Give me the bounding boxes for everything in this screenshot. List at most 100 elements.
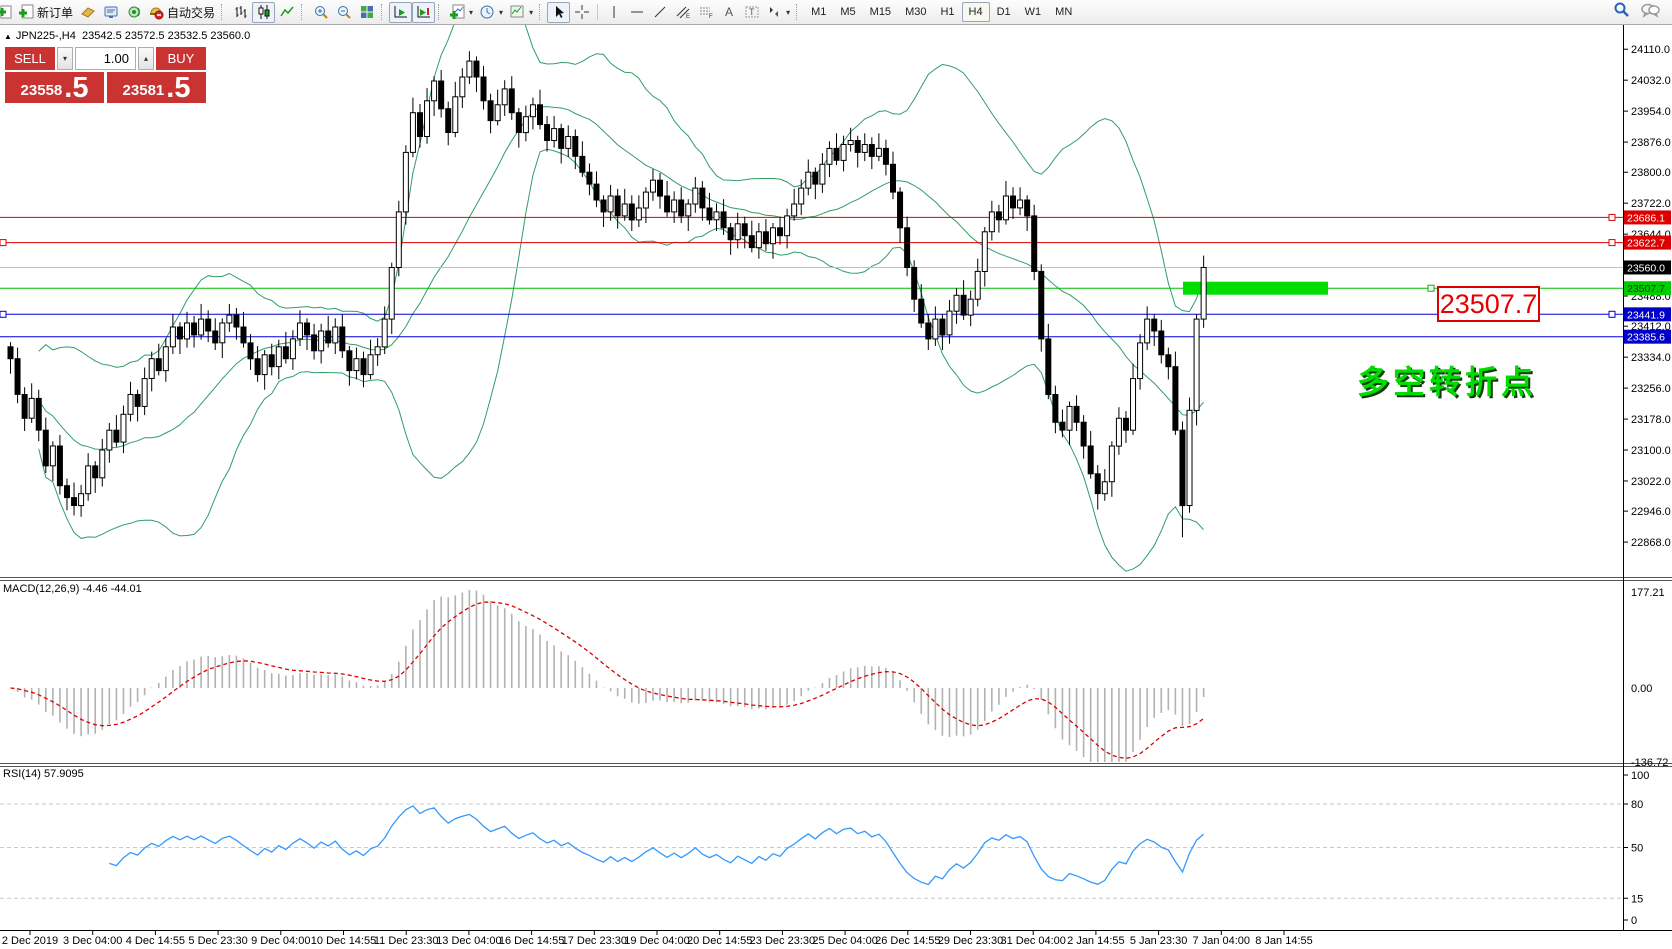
toolbar-group-handle [381, 4, 385, 20]
periods-button[interactable]: ▾ [476, 2, 506, 23]
svg-text:11 Dec 23:30: 11 Dec 23:30 [374, 935, 439, 947]
timeframe-button-h1[interactable]: H1 [940, 6, 955, 18]
timeframe-button-m30[interactable]: M30 [905, 6, 927, 18]
svg-text:23022.0: 23022.0 [1631, 476, 1671, 488]
crosshair-button[interactable] [570, 2, 593, 23]
svg-text:23800.0: 23800.0 [1631, 167, 1671, 179]
dropdown-arrow-icon: ▾ [786, 7, 791, 17]
timeframe-toolbar: M1 M5 M15 M30 H1 H4 D1 W1 MN [804, 2, 1079, 22]
svg-text:23507.7: 23507.7 [1627, 283, 1665, 295]
chart-window-button[interactable] [0, 2, 15, 23]
volume-input[interactable]: 1.00 [75, 47, 136, 70]
text-button[interactable]: A [717, 2, 740, 23]
cursor-button[interactable] [547, 1, 571, 23]
sell-price-frac: .5 [64, 72, 89, 104]
turning-point-annotation[interactable]: 多空转折点 [1357, 364, 1538, 400]
trendline-button[interactable] [648, 2, 671, 23]
macd-histogram [16, 589, 1205, 762]
timeframe-button-h4[interactable]: H4 [961, 2, 990, 22]
new-order-label: 新订单 [37, 5, 74, 20]
price-badge-23560.0 [1624, 260, 1671, 275]
line-chart-icon [279, 6, 294, 17]
zoom-in-icon [314, 6, 328, 19]
buy-button[interactable]: BUY [156, 47, 206, 70]
signals-button[interactable] [122, 2, 145, 23]
signal-icon [128, 6, 140, 18]
svg-text:23686.1: 23686.1 [1627, 212, 1665, 224]
templates-button[interactable]: ▾ [506, 2, 536, 23]
zoom-out-button[interactable] [332, 2, 355, 23]
price-badge-23686.1 [1624, 210, 1671, 225]
equidistant-channel-button[interactable]: E [671, 2, 694, 23]
line-chart-button[interactable] [275, 2, 298, 23]
timeframe-button-m5[interactable]: M5 [840, 6, 856, 18]
indicators-icon [450, 4, 465, 19]
template-icon [510, 5, 524, 18]
svg-text:17 Dec 23:30: 17 Dec 23:30 [562, 935, 627, 947]
highlight-rectangle[interactable] [1183, 281, 1328, 295]
toolbar-group-handle [796, 4, 800, 20]
zoom-in-button[interactable] [309, 2, 332, 23]
horizontal-line-button[interactable] [625, 2, 648, 23]
svg-text:100: 100 [1631, 770, 1649, 782]
autotrading-button[interactable]: 自动交易 [145, 2, 218, 23]
svg-text:5 Jan 23:30: 5 Jan 23:30 [1130, 935, 1188, 947]
dropdown-arrow-icon: ▾ [499, 7, 504, 17]
bollinger-bands [38, 0, 1205, 572]
rsi-line [109, 805, 1205, 886]
price-callout-box[interactable]: 23507.7 [1437, 286, 1540, 322]
collapse-arrow-icon[interactable]: ▲ [4, 32, 12, 41]
horizontal-lines[interactable] [0, 213, 1623, 338]
market-watch-button[interactable] [76, 2, 99, 23]
svg-text:5 Dec 23:30: 5 Dec 23:30 [188, 935, 247, 947]
chart-plus-icon [0, 5, 11, 19]
timeframe-button-d1[interactable]: D1 [996, 6, 1011, 18]
price-badge-23385.6 [1624, 329, 1671, 344]
pane-frame [0, 25, 1672, 931]
rsi-levels [0, 803, 1622, 899]
svg-text:0.00: 0.00 [1631, 683, 1652, 695]
sell-price[interactable]: 23558 .5 [5, 72, 104, 103]
timeframe-button-w1[interactable]: W1 [1024, 6, 1042, 18]
svg-text:24032.0: 24032.0 [1631, 75, 1671, 87]
arrows-button[interactable]: ▾ [763, 2, 793, 23]
sell-button[interactable]: SELL [5, 47, 55, 70]
macd-axis[interactable]: 177.21 0.00 -136.72 [1631, 587, 1668, 769]
rsi-axis[interactable]: 100 80 50 15 0 [1623, 770, 1649, 927]
toolbar-group-handle [301, 4, 305, 20]
svg-text:8 Jan 14:55: 8 Jan 14:55 [1255, 935, 1313, 947]
volume-increase-button[interactable]: ▴ [138, 47, 154, 70]
fibonacci-button[interactable]: F [694, 2, 717, 23]
time-axis[interactable]: 2 Dec 2019 3 Dec 04:00 4 Dec 14:55 5 Dec 23… [2, 930, 1313, 947]
indicators-button[interactable]: ▾ [446, 2, 476, 23]
candlestick-chart-button[interactable] [252, 1, 276, 23]
bar-chart-button[interactable] [229, 2, 252, 23]
new-order-button[interactable]: 新订单 [15, 2, 76, 23]
search-icon[interactable] [1613, 1, 1630, 23]
toolbar-separator [597, 4, 599, 20]
vertical-line-button[interactable] [602, 2, 625, 23]
svg-text:13 Dec 04:00: 13 Dec 04:00 [436, 935, 501, 947]
sell-price-int: 23558 [20, 82, 63, 99]
timeframe-button-mn[interactable]: MN [1055, 6, 1073, 18]
tile-windows-button[interactable] [355, 2, 378, 23]
vertical-line-icon [613, 6, 615, 18]
horizontal-line-icon [630, 11, 643, 13]
svg-text:23441.9: 23441.9 [1627, 309, 1665, 321]
chart-shift-button[interactable] [412, 1, 436, 23]
dropdown-arrow-icon: ▾ [529, 7, 534, 17]
book-icon [80, 7, 95, 18]
timeframe-button-m1[interactable]: M1 [811, 6, 827, 18]
chat-icon[interactable] [1640, 2, 1660, 23]
buy-price[interactable]: 23581 .5 [107, 72, 206, 103]
text-label-button[interactable]: T [740, 2, 763, 23]
auto-scroll-button[interactable] [389, 1, 413, 23]
timeframe-button-m15[interactable]: M15 [869, 6, 892, 18]
svg-text:20 Dec 14:55: 20 Dec 14:55 [687, 935, 752, 947]
volume-decrease-button[interactable]: ▾ [57, 47, 73, 70]
rsi-indicator-label: RSI(14) 57.9095 [3, 768, 84, 780]
toolbar-group-handle [539, 4, 543, 20]
metaeditor-button[interactable] [99, 2, 122, 23]
price-axis[interactable]: 24110.0 24032.0 23954.0 23876.0 23800.0 23722… [1623, 44, 1671, 549]
